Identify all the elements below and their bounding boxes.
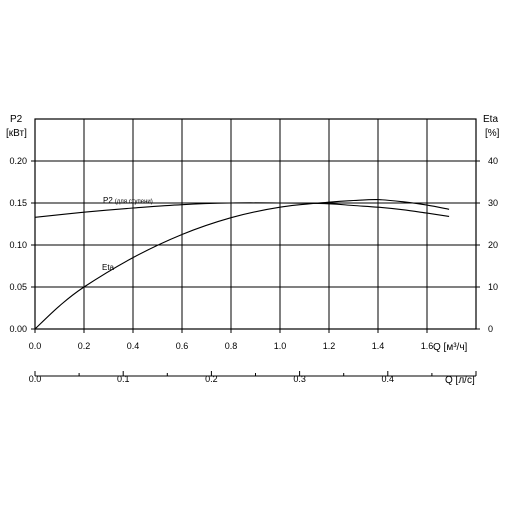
x-axis-primary-label: Q [м³/ч] bbox=[433, 342, 468, 353]
x-primary-tick-label: 0.8 bbox=[225, 341, 238, 351]
x-primary-tick-label: 1.6 bbox=[421, 341, 434, 351]
left-axis-label-line2: [кВт] bbox=[6, 128, 27, 139]
series-line-eta bbox=[34, 199, 450, 330]
x-primary-tick-label: 0.4 bbox=[127, 341, 140, 351]
left-tick-label: 0.10 bbox=[9, 240, 27, 250]
series-line-p2 bbox=[34, 202, 450, 218]
right-tick-label: 20 bbox=[488, 240, 498, 250]
x-primary-tick-label: 0.2 bbox=[78, 341, 91, 351]
plot-border bbox=[34, 118, 477, 330]
series-label-p2-suffix: (для ступени) bbox=[115, 199, 153, 205]
left-axis-label-line1: P2 bbox=[10, 114, 23, 125]
right-axis-label-line1: Eta bbox=[483, 114, 498, 125]
x-secondary-tick-label: 0.0 bbox=[29, 374, 42, 384]
right-tick-label: 10 bbox=[488, 282, 498, 292]
x-primary-tick-label: 1.0 bbox=[274, 341, 287, 351]
series-label-p2-name: P2 bbox=[103, 196, 113, 205]
plot-frame bbox=[34, 118, 477, 330]
right-tick-label: 40 bbox=[488, 156, 498, 166]
left-tick-label: 0.15 bbox=[9, 198, 27, 208]
x-primary-tick-label: 0.6 bbox=[176, 341, 189, 351]
left-tick-label: 0.00 bbox=[9, 324, 27, 334]
left-tick-label: 0.05 bbox=[9, 282, 27, 292]
ticks-layer: 0.00 0.05 0.10 0.15 0.20 0 10 20 30 40 0.0 0.2 0.4 0.… bbox=[9, 156, 498, 384]
right-tick-label: 30 bbox=[488, 198, 498, 208]
x-primary-tick-label: 0.0 bbox=[29, 341, 42, 351]
x-secondary-tick-label: 0.4 bbox=[382, 374, 395, 384]
series-layer bbox=[34, 199, 450, 330]
grid bbox=[34, 118, 477, 330]
x-primary-tick-label: 1.2 bbox=[323, 341, 336, 351]
right-tick-label: 0 bbox=[488, 324, 493, 334]
x-primary-tick-label: 1.4 bbox=[372, 341, 385, 351]
x-secondary-tick-label: 0.2 bbox=[205, 374, 218, 384]
left-tick-label: 0.20 bbox=[9, 156, 27, 166]
x-secondary-tick-label: 0.3 bbox=[293, 374, 306, 384]
x-secondary-tick-label: 0.1 bbox=[117, 374, 130, 384]
x-axis-secondary-label: Q [л/с] bbox=[445, 375, 475, 386]
right-axis-label-line2: [%] bbox=[485, 128, 500, 139]
series-label-eta: Eta bbox=[102, 263, 115, 272]
series-label-p2: P2 (для ступени) bbox=[103, 196, 153, 205]
